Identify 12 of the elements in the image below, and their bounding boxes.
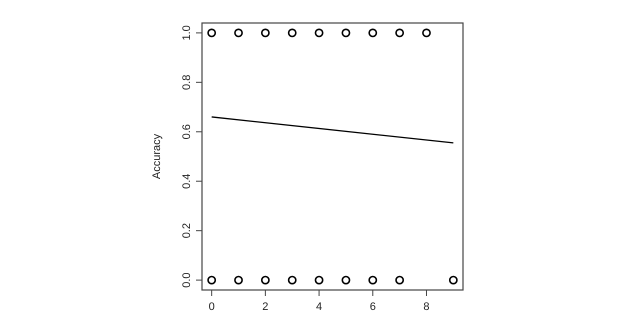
y-tick-label: 0.2 xyxy=(181,223,193,238)
y-tick-label: 1.0 xyxy=(181,25,193,41)
x-tick-label: 4 xyxy=(316,301,322,313)
x-tick-label: 2 xyxy=(262,301,268,313)
y-tick-label: 0.0 xyxy=(181,272,193,288)
y-tick-label: 0.4 xyxy=(181,174,193,189)
y-tick-label: 0.6 xyxy=(181,124,193,140)
y-axis-title: Accuracy xyxy=(151,133,163,180)
x-tick-label: 6 xyxy=(370,301,376,313)
x-tick-label: 0 xyxy=(208,301,215,313)
x-tick-label: 8 xyxy=(423,301,430,313)
y-tick-label: 0.8 xyxy=(181,74,193,90)
